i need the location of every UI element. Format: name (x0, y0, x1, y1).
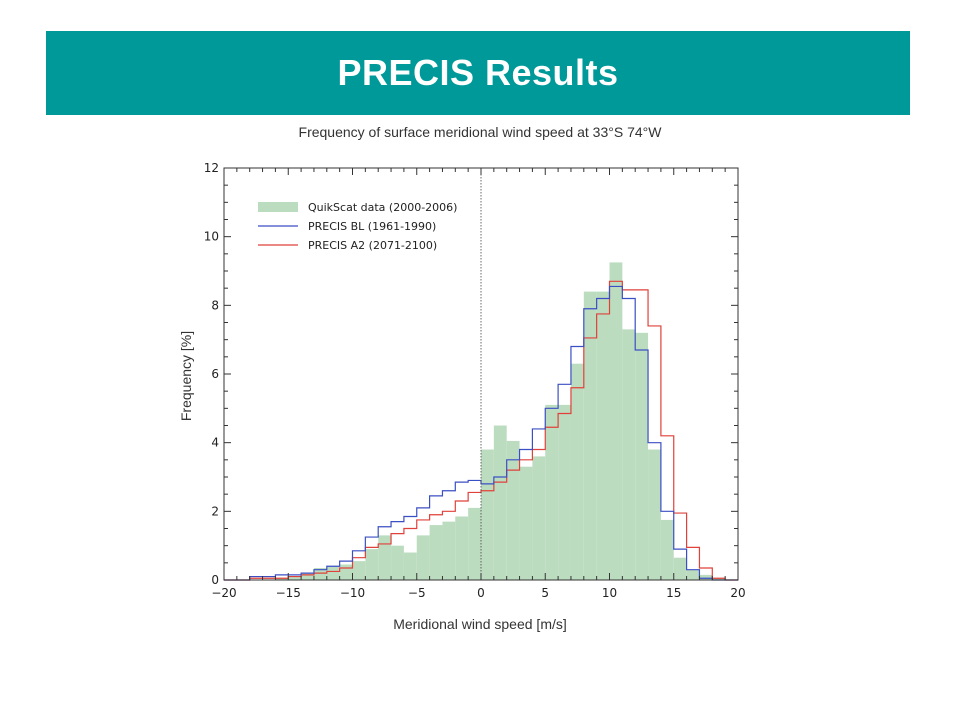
x-axis-label: Meridional wind speed [m/s] (393, 616, 567, 632)
y-tick-label: 8 (211, 298, 219, 312)
legend-label: PRECIS A2 (2071-2100) (308, 239, 437, 252)
x-tick-label: −20 (211, 586, 236, 600)
quikscat-bar (288, 576, 302, 580)
quikscat-bar (352, 561, 366, 580)
quikscat-bar (519, 466, 533, 580)
quikscat-bar (481, 449, 494, 580)
quikscat-bar (403, 552, 417, 580)
quikscat-bar (609, 262, 623, 580)
legend-swatch-quikscat (258, 202, 298, 212)
quikscat-bar (506, 440, 520, 580)
quikscat-bar (532, 456, 546, 580)
quikscat-bar (378, 535, 392, 580)
quikscat-bar (493, 425, 507, 580)
precis-a2-line (224, 280, 738, 581)
x-tick-label: 20 (730, 586, 745, 600)
quikscat-bar (313, 567, 327, 580)
x-tick-label: −15 (276, 586, 301, 600)
quikscat-bar (455, 516, 469, 580)
quikscat-bar (596, 291, 610, 580)
quikscat-bar (660, 519, 674, 580)
quikscat-bar (365, 549, 379, 580)
quikscat-bar (416, 535, 430, 580)
chart-title: Frequency of surface meridional wind spe… (298, 124, 662, 140)
quikscat-bar (301, 573, 314, 580)
y-tick-label: 0 (211, 573, 219, 587)
quikscat-bar (699, 574, 713, 580)
legend-label: PRECIS BL (1961-1990) (308, 220, 436, 233)
page-title: PRECIS Results (337, 52, 619, 93)
quikscat-bar (570, 363, 584, 580)
quikscat-bar (686, 569, 700, 580)
quikscat-bar (583, 291, 597, 580)
quikscat-bar (442, 521, 456, 580)
y-tick-label: 4 (211, 436, 219, 450)
quikscat-bar (275, 578, 289, 580)
quikscat-bar (622, 329, 636, 580)
quikscat-bar (339, 564, 353, 580)
y-tick-label: 2 (211, 504, 219, 518)
x-tick-label: −5 (408, 586, 426, 600)
x-tick-label: 10 (602, 586, 617, 600)
x-tick-label: 5 (541, 586, 549, 600)
quikscat-bar (558, 404, 571, 580)
quikscat-bar (712, 578, 726, 580)
quikscat-bar (545, 404, 559, 580)
quikscat-bar (648, 449, 661, 580)
precis-bl-line (224, 285, 738, 581)
x-tick-label: 0 (477, 586, 485, 600)
legend-label: QuikScat data (2000-2006) (308, 201, 457, 214)
y-tick-label: 10 (204, 230, 219, 244)
quikscat-bar (391, 545, 404, 580)
quikscat-bar (635, 332, 649, 580)
quikscat-bar (326, 566, 340, 580)
quikscat-bar (429, 525, 443, 580)
y-tick-label: 12 (204, 161, 219, 175)
y-tick-label: 6 (211, 367, 219, 381)
title-banner: PRECIS Results (46, 31, 910, 115)
quikscat-bar (673, 557, 687, 580)
x-tick-label: 15 (666, 586, 681, 600)
quikscat-bar (468, 507, 481, 580)
x-tick-label: −10 (340, 586, 365, 600)
